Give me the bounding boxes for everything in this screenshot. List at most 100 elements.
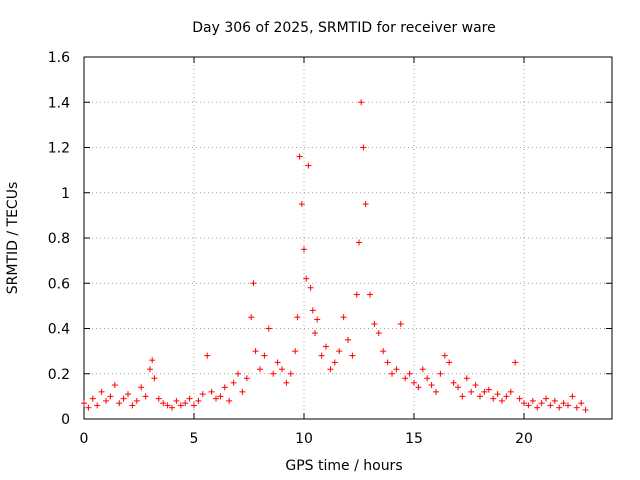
data-point [199,391,206,398]
data-point [309,307,316,314]
data-point [305,162,312,169]
data-point [362,201,369,208]
data-point [243,375,250,382]
data-point [455,384,461,391]
y-tick-label: 1 [61,186,70,202]
data-point [503,393,510,400]
y-tick-label: 1.2 [48,141,70,157]
data-point [155,395,162,402]
data-point [360,144,367,151]
data-point [296,153,303,160]
grid-lines [84,57,612,419]
data-point [331,359,338,366]
data-point [358,99,365,106]
data-point [551,397,558,404]
data-point [516,395,523,402]
data-point [279,366,285,373]
data-point [182,400,189,407]
data-point [195,397,202,404]
data-point [164,402,171,409]
data-point [107,393,114,400]
data-point [250,280,257,287]
y-tick-label: 1.4 [48,95,70,111]
data-point [349,352,356,359]
data-point [265,325,272,332]
data-point [397,320,404,327]
data-point [367,291,373,298]
data-point [521,400,527,407]
data-point [142,393,149,400]
data-point [428,382,435,389]
data-point [111,382,118,389]
data-point [380,348,387,355]
chart-title: Day 306 of 2025, SRMTID for receiver war… [192,20,496,36]
data-point [582,406,589,413]
data-point [147,366,153,373]
data-point [274,359,281,366]
data-point [103,397,109,404]
x-axis-title: GPS time / hours [285,458,402,474]
data-point [169,404,175,411]
data-point [287,370,294,377]
data-point [543,395,549,402]
data-point [252,348,259,355]
data-point [560,400,567,407]
data-point [411,379,417,386]
y-tick-label: 1.6 [48,50,70,66]
data-point [424,375,431,382]
data-point [235,370,241,377]
data-point [257,366,263,373]
y-tick-label: 0 [61,412,70,428]
data-point [129,402,136,409]
data-point [298,201,305,208]
data-point [186,395,193,402]
data-point [314,316,321,323]
data-point [133,397,140,404]
data-point [116,400,123,407]
data-point [481,388,488,395]
data-point [138,384,145,391]
data-point [208,388,215,395]
data-point [230,379,237,386]
data-point [525,402,532,409]
data-point [160,400,167,407]
data-point [125,391,131,398]
data-point [463,375,470,382]
data-point [371,320,378,327]
data-point [477,393,483,400]
data-point [120,395,127,402]
data-point [437,370,444,377]
data-point [573,404,580,411]
data-point [485,386,492,393]
data-points [81,99,589,413]
data-point [402,375,409,382]
data-point [393,366,400,373]
x-tick-label: 10 [295,431,313,447]
y-tick-label: 0.6 [48,276,70,292]
data-point [292,348,299,355]
y-tick-label: 0.2 [48,367,70,383]
data-point [217,393,224,400]
data-point [98,388,105,395]
x-tick-label: 15 [405,431,423,447]
data-point [534,404,541,411]
data-point [446,359,453,366]
data-point [173,397,180,404]
data-point [149,357,156,364]
data-point [353,291,360,298]
data-point [261,352,268,359]
data-point [177,402,184,409]
data-point [375,330,382,337]
data-point [204,352,211,359]
data-point [419,366,426,373]
data-point [345,336,351,343]
data-point [556,404,563,411]
y-tick-label: 0.4 [48,322,70,338]
data-point [565,402,571,409]
data-point [323,343,329,350]
data-point [578,400,585,407]
data-point [89,395,96,402]
data-point [340,314,347,321]
data-point [507,388,514,395]
